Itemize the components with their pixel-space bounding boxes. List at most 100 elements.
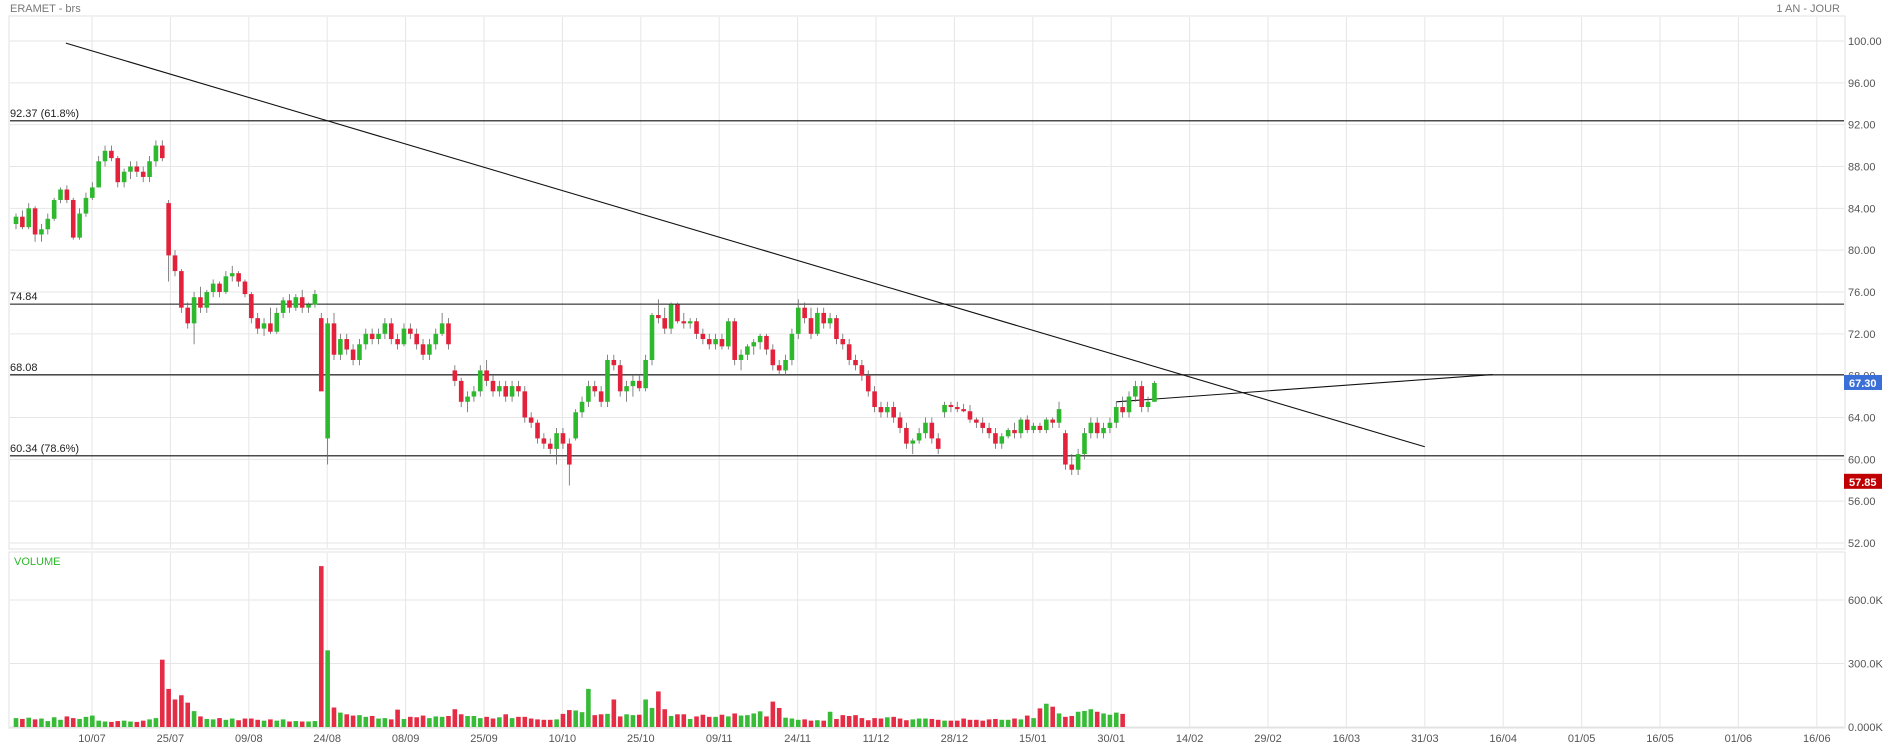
volume-bar[interactable] [452, 709, 458, 727]
volume-bar[interactable] [528, 718, 534, 727]
volume-bar[interactable] [535, 719, 540, 727]
candle-body[interactable] [789, 333, 795, 360]
candle-body[interactable] [179, 271, 184, 308]
volume-bar[interactable] [58, 719, 63, 727]
volume-bar[interactable] [388, 719, 394, 727]
volume-bar[interactable] [439, 716, 445, 727]
volume-bar[interactable] [204, 718, 210, 727]
candle-body[interactable] [834, 318, 839, 340]
candle-body[interactable] [1018, 419, 1024, 434]
candle-body[interactable] [388, 323, 394, 340]
candle-body[interactable] [427, 344, 432, 355]
candle-body[interactable] [611, 359, 617, 366]
volume-bar[interactable] [929, 718, 935, 727]
candle-body[interactable] [115, 158, 121, 183]
candle-body[interactable] [1133, 386, 1138, 397]
candle-body[interactable] [1113, 407, 1119, 423]
candle-body[interactable] [268, 323, 273, 332]
volume-bar[interactable] [675, 714, 680, 727]
volume-bar[interactable] [1113, 712, 1119, 727]
volume-bar[interactable] [795, 719, 801, 727]
candle-body[interactable] [885, 407, 890, 413]
volume-bar[interactable] [541, 719, 547, 727]
volume-bar[interactable] [853, 715, 858, 727]
candle-body[interactable] [522, 391, 528, 418]
candle-body[interactable] [331, 323, 337, 355]
volume-bar[interactable] [649, 707, 655, 727]
volume-bar[interactable] [573, 710, 578, 727]
volume-bar[interactable] [1012, 718, 1017, 727]
volume-bar[interactable] [408, 716, 413, 727]
candle-body[interactable] [90, 187, 95, 198]
volume-bar[interactable] [306, 721, 311, 727]
candle-body[interactable] [694, 321, 699, 334]
volume-bar[interactable] [726, 716, 731, 727]
candle-body[interactable] [306, 304, 311, 308]
volume-bar[interactable] [427, 718, 432, 727]
candle-body[interactable] [916, 433, 922, 441]
volume-bar[interactable] [891, 716, 896, 727]
volume-bar[interactable] [331, 707, 337, 727]
candle-body[interactable] [185, 307, 191, 324]
volume-bar[interactable] [503, 714, 509, 727]
candle-body[interactable] [1101, 427, 1106, 434]
candle-body[interactable] [191, 297, 197, 324]
volume-bar[interactable] [986, 719, 992, 727]
candle-body[interactable] [751, 342, 757, 347]
candle-body[interactable] [662, 318, 668, 329]
candle-body[interactable] [109, 150, 114, 159]
volume-bar[interactable] [401, 718, 407, 727]
candle-body[interactable] [738, 354, 744, 360]
volume-bar[interactable] [32, 719, 38, 727]
volume-bar[interactable] [827, 711, 833, 727]
volume-bar[interactable] [757, 711, 763, 727]
candle-body[interactable] [318, 318, 324, 392]
volume-bar[interactable] [344, 714, 350, 727]
volume-bar[interactable] [274, 720, 280, 727]
candle-body[interactable] [624, 386, 629, 392]
volume-bar[interactable] [45, 721, 51, 727]
candle-body[interactable] [579, 401, 585, 413]
candle-body[interactable] [249, 294, 254, 319]
volume-bar[interactable] [770, 701, 776, 727]
volume-bar[interactable] [846, 715, 852, 727]
candle-body[interactable] [764, 335, 769, 350]
volume-bar[interactable] [1107, 714, 1113, 727]
candle-body[interactable] [452, 370, 458, 381]
candle-body[interactable] [433, 333, 439, 345]
candle-body[interactable] [840, 339, 846, 345]
candle-body[interactable] [980, 422, 986, 428]
candle-body[interactable] [420, 344, 426, 355]
candle-body[interactable] [605, 359, 610, 402]
volume-bar[interactable] [185, 702, 191, 727]
volume-bar[interactable] [229, 718, 235, 727]
volume-bar[interactable] [516, 716, 521, 727]
volume-bar[interactable] [611, 699, 617, 727]
volume-bar[interactable] [395, 709, 400, 727]
candle-body[interactable] [153, 145, 159, 162]
candle-body[interactable] [439, 323, 445, 334]
volume-bar[interactable] [249, 718, 254, 727]
candle-body[interactable] [325, 323, 330, 439]
volume-bar[interactable] [242, 718, 248, 727]
candle-body[interactable] [598, 391, 604, 402]
volume-bar[interactable] [764, 716, 769, 727]
volume-bar[interactable] [1018, 719, 1024, 727]
candle-body[interactable] [32, 208, 38, 235]
volume-bar[interactable] [236, 720, 241, 727]
volume-bar[interactable] [1120, 713, 1125, 727]
candle-body[interactable] [408, 328, 413, 334]
candle-body[interactable] [204, 291, 210, 308]
candle-body[interactable] [541, 438, 547, 444]
volume-bar[interactable] [147, 719, 152, 727]
volume-bar[interactable] [815, 720, 820, 727]
candle-body[interactable] [58, 189, 63, 200]
trend-line[interactable] [1116, 374, 1493, 403]
candle-body[interactable] [802, 307, 807, 319]
candle-body[interactable] [198, 297, 203, 308]
candle-body[interactable] [891, 407, 896, 418]
volume-bar[interactable] [1082, 710, 1087, 727]
volume-bar[interactable] [687, 718, 693, 727]
volume-bar[interactable] [134, 721, 140, 727]
volume-bar[interactable] [745, 715, 750, 727]
